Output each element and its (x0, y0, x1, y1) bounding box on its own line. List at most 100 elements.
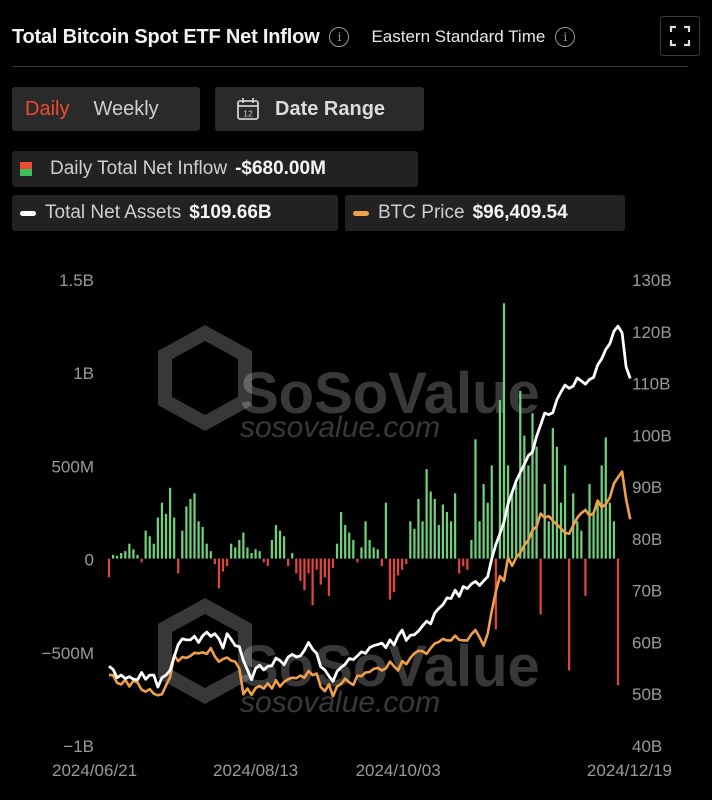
y-right-tick-label: 60B (632, 633, 662, 652)
inflow-bar (429, 491, 432, 559)
inflow-bar (128, 543, 131, 559)
inflow-bar (291, 553, 294, 559)
inflow-bar (295, 558, 298, 574)
inflow-bar (111, 554, 115, 559)
inflow-bar (250, 553, 253, 559)
inflow-bar (417, 498, 420, 559)
inflow-bar (278, 530, 282, 559)
inflow-bar (185, 506, 188, 559)
inflow-bar (425, 469, 428, 559)
tab-daily[interactable]: Daily (25, 97, 70, 120)
inflow-bar (433, 498, 436, 559)
inflow-bar (421, 521, 424, 559)
y-axis-left: 1.5B 1B 500M 0 −500M −1B (42, 271, 94, 756)
legend-btc-price-value: $96,409.54 (472, 202, 568, 223)
inflow-bar (164, 513, 168, 559)
inflow-bar (608, 502, 611, 559)
inflow-bar (592, 512, 595, 559)
inflow-bar (124, 551, 127, 559)
inflow-bar (156, 517, 159, 559)
legend-btc-price[interactable]: BTC Price $96,409.54 (345, 195, 625, 231)
y-left-tick-label: 500M (51, 457, 94, 476)
inflow-bar (535, 446, 538, 559)
inflow-bar (527, 465, 530, 559)
inflow-bar (331, 558, 335, 568)
legend-net-assets[interactable]: Total Net Assets $109.66B (12, 195, 338, 231)
inflow-bar (136, 554, 139, 559)
inflow-bar (482, 484, 485, 559)
watermark-layer: SoSoValuesosovalue.comSoSoValuesosovalue… (158, 325, 540, 719)
inflow-bar (449, 521, 453, 559)
header-divider (12, 66, 688, 67)
inflow-bar (392, 558, 396, 593)
inflow-bar (466, 558, 469, 570)
inflow-bar (543, 484, 546, 559)
legend-net-inflow-value: -$680.00M (235, 158, 326, 179)
inflow-bar (486, 502, 489, 559)
fullscreen-button[interactable] (660, 16, 700, 56)
timezone-info-icon[interactable]: i (555, 27, 576, 47)
inflow-bar (189, 498, 192, 559)
inflow-bar (201, 526, 204, 559)
tab-weekly[interactable]: Weekly (93, 97, 159, 120)
watermark-brand: SoSoValue (240, 361, 540, 426)
y-right-tick-label: 50B (632, 685, 662, 704)
x-tick-label: 2024/06/21 (52, 761, 137, 780)
x-tick-label: 2024/12/19 (587, 761, 672, 780)
watermark-url: sosovalue.com (240, 686, 440, 719)
y-right-tick-label: 120B (632, 323, 672, 342)
inflow-bar (454, 493, 457, 559)
legend-net-inflow[interactable]: Daily Total Net Inflow -$680.00M (12, 151, 418, 187)
y-right-tick-label: 130B (632, 271, 672, 290)
y-right-tick-label: 110B (632, 375, 670, 394)
x-tick-label: 2024/08/13 (213, 761, 298, 780)
inflow-bar (132, 549, 135, 559)
y-right-tick-label: 70B (632, 582, 662, 601)
inflow-bar (441, 504, 445, 559)
info-icon[interactable]: i (329, 27, 350, 47)
watermark-url: sosovalue.com (240, 411, 440, 444)
inflow-bar (539, 558, 542, 615)
inflow-bar (405, 558, 408, 565)
inflow-bar (209, 551, 212, 559)
inflow-bar (559, 502, 563, 559)
x-tick-label: 2024/10/03 (356, 761, 441, 780)
interval-toggle: Daily Weekly (12, 87, 200, 131)
inflow-bar (445, 512, 449, 559)
chart-header: Total Bitcoin Spot ETF Net Inflow i East… (12, 16, 700, 56)
inflow-bar (335, 543, 339, 559)
inflow-bar (584, 558, 587, 596)
y-right-tick-label: 80B (632, 530, 662, 549)
y-left-tick-label: 1.5B (59, 271, 94, 290)
inflow-bar (462, 558, 465, 567)
timezone-label: Eastern Standard Time (371, 27, 546, 46)
inflow-bar (193, 493, 196, 559)
inflow-bar (376, 549, 379, 559)
calendar-icon: 12 (237, 98, 259, 120)
watermark-logo (158, 325, 252, 431)
inflow-bar (490, 465, 493, 559)
inflow-bar (551, 428, 554, 559)
inflow-bar (506, 465, 510, 559)
inflow-bar (287, 558, 290, 567)
inflow-bar (568, 558, 571, 671)
inflow-bar (498, 400, 502, 559)
inflow-bar (299, 558, 302, 581)
inflow-bar (547, 521, 550, 559)
date-range-button[interactable]: 12 Date Range (215, 87, 424, 131)
inflow-bar (311, 558, 314, 606)
inflow-bar (323, 558, 326, 578)
inflow-bar (616, 558, 620, 686)
inflow-bar (515, 484, 518, 559)
inflow-bar (307, 558, 310, 574)
inflow-bar (364, 521, 367, 559)
inflow-bar (523, 435, 526, 559)
inflow-bar (372, 547, 375, 559)
net-assets-line (108, 324, 632, 689)
inflow-bar (266, 558, 269, 567)
inflow-bar (177, 558, 180, 574)
inflow-bar (339, 512, 343, 559)
inflow-bar (368, 539, 371, 559)
inflow-bar (478, 521, 481, 559)
inflow-bar (401, 558, 404, 570)
